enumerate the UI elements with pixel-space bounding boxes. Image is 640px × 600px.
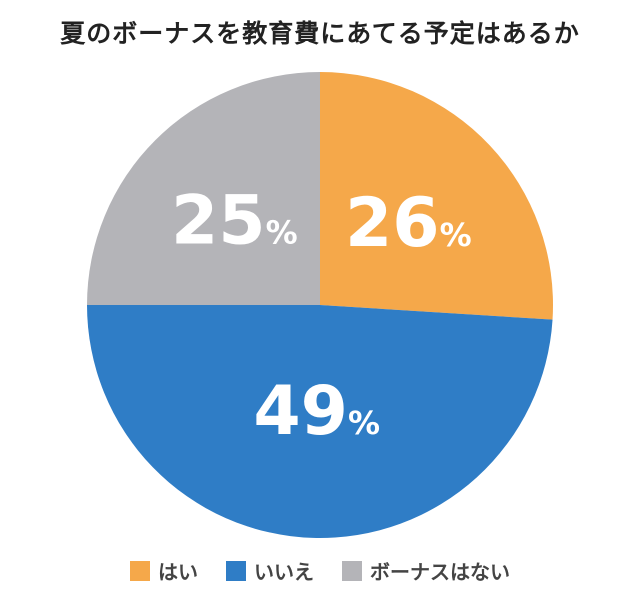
legend-label: はい	[158, 560, 198, 584]
legend-label: ボーナスはない	[370, 560, 510, 584]
legend-item-no: いいえ	[226, 556, 314, 585]
legend-swatch	[130, 560, 150, 581]
legend-swatch	[226, 560, 246, 581]
slice-label: 25%	[171, 181, 298, 260]
chart-title: 夏のボーナスを教育費にあてる予定はあるか	[60, 19, 580, 48]
pie-slice	[320, 72, 553, 320]
pie-slice	[87, 305, 553, 538]
slice-label: 26%	[345, 184, 472, 263]
slice-label: 49%	[253, 372, 380, 451]
legend: はい いいえ ボーナスはない	[0, 556, 640, 585]
pie-slice	[87, 72, 320, 305]
legend-swatch	[342, 560, 362, 581]
legend-item-no-bonus: ボーナスはない	[342, 556, 510, 585]
legend-label: いいえ	[254, 560, 314, 584]
legend-item-yes: はい	[130, 556, 198, 585]
